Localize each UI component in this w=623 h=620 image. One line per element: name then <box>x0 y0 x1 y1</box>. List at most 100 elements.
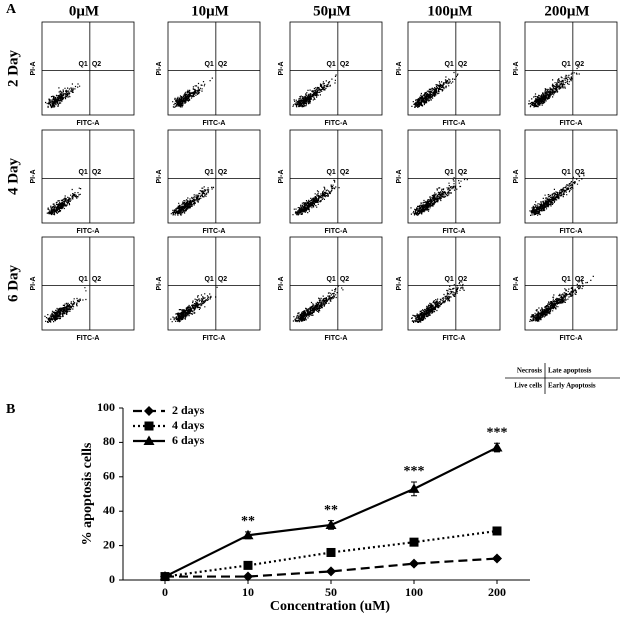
dot-cloud <box>292 179 340 216</box>
y-axis-label: PI-A <box>396 277 403 291</box>
quadrant-label: Q1 <box>78 169 87 176</box>
y-axis-label: PI-A <box>156 62 163 76</box>
x-axis-label: FITC-A <box>443 335 466 342</box>
marker <box>326 566 336 577</box>
y-axis-label: PI-A <box>30 62 37 76</box>
plot-frame <box>167 21 261 116</box>
x-axis-label: FITC-A <box>560 335 583 342</box>
legend-label: 2 days <box>172 403 205 417</box>
y-axis-label: PI-A <box>396 62 403 76</box>
y-axis-label: PI-A <box>30 277 37 291</box>
quadrant-label: Q1 <box>561 276 570 283</box>
quadrant-label: Q2 <box>92 276 101 283</box>
marker <box>144 406 154 416</box>
series-line <box>164 529 498 578</box>
dot-cloud <box>292 74 337 108</box>
row-label: 6 Day <box>5 264 21 302</box>
y-tick-label: 100 <box>97 400 115 414</box>
y-axis-label: PI-A <box>278 170 285 184</box>
series: ********** <box>159 425 508 581</box>
y-axis-label: PI-A <box>513 170 520 184</box>
marker <box>242 529 254 540</box>
quadrant-label: Q1 <box>326 169 335 176</box>
flow-plot: Q1 Q2 FITC-A PI-A <box>30 129 135 235</box>
y-axis-title: % apoptosis cells <box>80 442 95 545</box>
dot-cloud <box>529 172 585 216</box>
column-header: 10μM <box>191 3 229 19</box>
column-header: 200μM <box>544 3 589 19</box>
flow-plot: Q1 Q2 FITC-A PI-A <box>156 129 261 235</box>
dot-cloud <box>529 275 594 322</box>
flow-plot: Q1 Q2 FITC-A PI-A <box>278 236 383 342</box>
x-axis-label: FITC-A <box>77 335 100 342</box>
plot-frame <box>524 21 618 116</box>
y-axis-label: PI-A <box>396 170 403 184</box>
y-axis-label: PI-A <box>513 62 520 76</box>
flow-plot: Q1 Q2 FITC-A PI-A <box>278 129 383 235</box>
plot-frame <box>524 129 618 224</box>
quadrant-label: Q2 <box>218 276 227 283</box>
y-axis-label: PI-A <box>278 277 285 291</box>
plot-frame <box>167 236 261 331</box>
x-axis-title: Concentration (uM) <box>270 599 390 614</box>
row-label: 2 Day <box>5 49 21 87</box>
quadrant-label: Q1 <box>78 61 87 68</box>
quadrant-label: Q2 <box>92 61 101 68</box>
dot-cloud <box>44 287 87 323</box>
panel-label: B <box>6 402 15 417</box>
x-axis-label: FITC-A <box>443 120 466 127</box>
marker <box>325 519 337 529</box>
y-tick-label: 40 <box>103 503 115 517</box>
flow-plot: Q1 Q2 FITC-A PI-A <box>156 21 261 127</box>
dot-cloud <box>411 71 459 108</box>
legend-label: 4 days <box>172 418 205 432</box>
quadrant-label: Q1 <box>561 169 570 176</box>
quadrant-label: Q2 <box>340 61 349 68</box>
dot-cloud <box>170 186 215 216</box>
key-text: Late apoptosis <box>548 367 592 375</box>
flow-plot: Q1 Q2 FITC-A PI-A <box>278 21 383 127</box>
quadrant-label: Q2 <box>218 61 227 68</box>
legend-label: 6 days <box>172 433 205 447</box>
quadrant-label: Q2 <box>575 169 584 176</box>
x-axis-label: FITC-A <box>77 120 100 127</box>
y-tick-label: 60 <box>103 469 115 483</box>
plot-frame <box>41 21 135 116</box>
quadrant-label: Q2 <box>92 169 101 176</box>
flow-plot: Q1 Q2 FITC-A PI-A <box>396 129 501 235</box>
flow-plot: Q1 Q2 FITC-A PI-A <box>513 129 618 235</box>
quadrant-label: Q2 <box>218 169 227 176</box>
marker <box>144 421 154 431</box>
marker <box>492 553 502 564</box>
flow-plot: Q1 Q2 FITC-A PI-A <box>513 21 618 127</box>
plot-frame <box>289 21 383 116</box>
marker <box>143 435 155 445</box>
dot-cloud <box>292 285 344 323</box>
y-tick-label: 0 <box>109 572 115 586</box>
x-axis-label: FITC-A <box>560 228 583 235</box>
quadrant-label: Q2 <box>340 276 349 283</box>
plot-frame <box>407 236 501 331</box>
quadrant-label: Q2 <box>458 169 467 176</box>
marker <box>409 537 419 547</box>
plot-frame <box>407 129 501 224</box>
x-tick-label: 0 <box>162 585 168 599</box>
plot-frame <box>407 21 501 116</box>
quadrant-label: Q1 <box>444 169 453 176</box>
quadrant-label: Q1 <box>326 61 335 68</box>
quadrant-label: Q1 <box>204 276 213 283</box>
significance: *** <box>404 464 425 479</box>
quadrant-label: Q2 <box>340 169 349 176</box>
significance: ** <box>324 503 338 518</box>
x-axis-label: FITC-A <box>325 228 348 235</box>
quadrant-key: Necrosis Late apoptosis Live cells Early… <box>505 363 620 394</box>
plot-frame <box>289 236 383 331</box>
y-axis-label: PI-A <box>513 277 520 291</box>
quadrant-label: Q2 <box>575 61 584 68</box>
marker <box>491 442 503 452</box>
quadrant-label: Q1 <box>204 61 213 68</box>
x-tick-label: 200 <box>488 585 506 599</box>
quadrant-label: Q1 <box>204 169 213 176</box>
plot-frame <box>524 236 618 331</box>
